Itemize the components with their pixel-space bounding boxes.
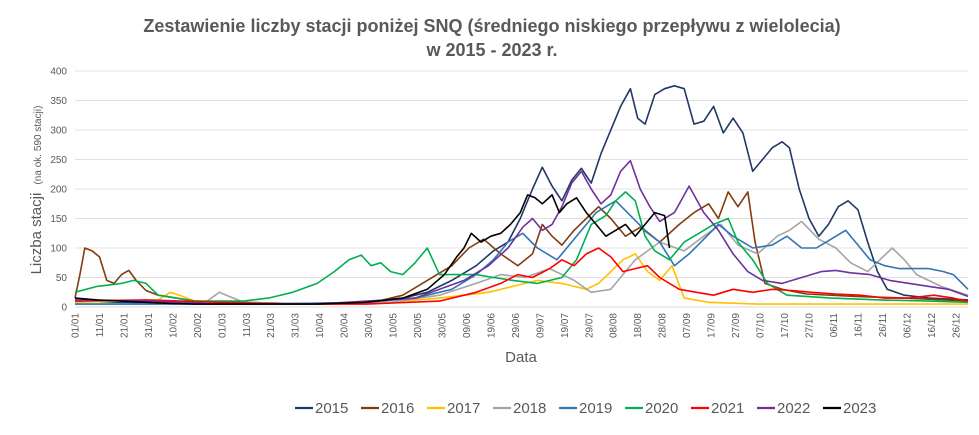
series-line-2019 [75, 200, 969, 305]
chart-title-line1: Zestawienie liczby stacji poniżej SNQ (ś… [143, 16, 840, 36]
legend: 2015 2016 2017 2018 2019 2020 2021 2022 2023 [295, 400, 876, 417]
x-tick-label: 26/11 [878, 313, 889, 338]
x-tick-label: 19/07 [560, 313, 571, 338]
x-tick-label: 27/10 [804, 313, 815, 338]
x-tick-label: 17/09 [707, 313, 718, 338]
x-tick-label: 30/04 [364, 313, 375, 338]
chart-title-line2: w 2015 - 2023 r. [425, 40, 557, 60]
x-tick-label: 01/03 [217, 313, 228, 338]
gridlines [75, 70, 968, 278]
legend-label-2019: 2019 [579, 400, 612, 417]
series-line-2015 [74, 85, 969, 305]
y-axis-ticks: 0 50 100 150 200 250 300 350 400 [50, 67, 67, 314]
x-tick-label: 18/08 [633, 313, 644, 338]
x-tick-label: 29/07 [584, 313, 595, 338]
legend-label-2015: 2015 [315, 400, 348, 417]
x-tick-label: 21/01 [119, 313, 130, 338]
x-tick-label: 09/06 [462, 313, 473, 338]
legend-label-2017: 2017 [447, 400, 480, 417]
y-tick-label: 400 [50, 67, 67, 78]
x-tick-label: 07/09 [682, 313, 693, 338]
x-tick-label: 07/10 [756, 313, 767, 338]
y-tick-label: 350 [50, 96, 67, 107]
y-tick-label: 100 [50, 244, 67, 255]
x-tick-label: 06/11 [829, 313, 840, 338]
x-tick-label: 11/03 [242, 313, 253, 338]
series-line-2020 [74, 191, 969, 304]
x-tick-label: 20/05 [413, 313, 424, 338]
x-tick-label: 09/07 [535, 313, 546, 338]
x-tick-label: 16/12 [927, 313, 938, 338]
y-tick-label: 50 [56, 273, 68, 284]
x-tick-label: 06/12 [902, 313, 913, 338]
y-tick-label: 300 [50, 126, 67, 137]
x-tick-label: 20/02 [193, 313, 204, 338]
legend-label-2023: 2023 [843, 400, 876, 417]
x-axis-title: Data [505, 349, 537, 366]
legend-label-2016: 2016 [381, 400, 414, 417]
y-tick-label: 0 [61, 303, 67, 314]
series-line-2021 [74, 247, 969, 305]
x-tick-label: 26/12 [951, 313, 962, 338]
y-tick-label: 250 [50, 155, 67, 166]
x-axis-ticks: 01/01 11/01 21/01 31/01 10/02 20/02 01/03 11/03… [71, 313, 963, 338]
x-tick-label: 20/04 [340, 313, 351, 338]
series-lines [74, 85, 969, 305]
x-tick-label: 29/06 [511, 313, 522, 338]
legend-label-2020: 2020 [645, 400, 678, 417]
x-tick-label: 27/09 [731, 313, 742, 338]
x-tick-label: 31/01 [144, 313, 155, 338]
x-tick-label: 11/01 [95, 313, 106, 338]
legend-label-2021: 2021 [711, 400, 744, 417]
y-axis-title-sub: (na ok. 590 stacji) [33, 106, 44, 185]
x-tick-label: 10/04 [315, 313, 326, 338]
y-axis-title: Liczba stacji (na ok. 590 stacji) [28, 106, 45, 275]
x-tick-label: 31/03 [291, 313, 302, 338]
x-tick-label: 19/06 [486, 313, 497, 338]
y-tick-label: 200 [50, 185, 67, 196]
x-tick-label: 10/05 [389, 313, 400, 338]
series-line-2017 [74, 253, 968, 305]
x-tick-label: 16/11 [853, 313, 864, 338]
x-tick-label: 21/03 [266, 313, 277, 338]
series-line-2016 [74, 191, 969, 305]
x-tick-label: 17/10 [780, 313, 791, 338]
x-tick-label: 10/02 [168, 313, 179, 338]
x-tick-label: 30/05 [437, 313, 448, 338]
series-line-2023 [74, 194, 671, 305]
y-axis-title-main: Liczba stacji [28, 193, 45, 275]
x-tick-label: 08/08 [609, 313, 620, 338]
x-tick-label: 01/01 [71, 313, 82, 338]
y-tick-label: 150 [50, 214, 67, 225]
legend-label-2018: 2018 [513, 400, 546, 417]
legend-label-2022: 2022 [777, 400, 810, 417]
x-tick-label: 28/08 [658, 313, 669, 338]
series-line-2022 [74, 159, 969, 305]
